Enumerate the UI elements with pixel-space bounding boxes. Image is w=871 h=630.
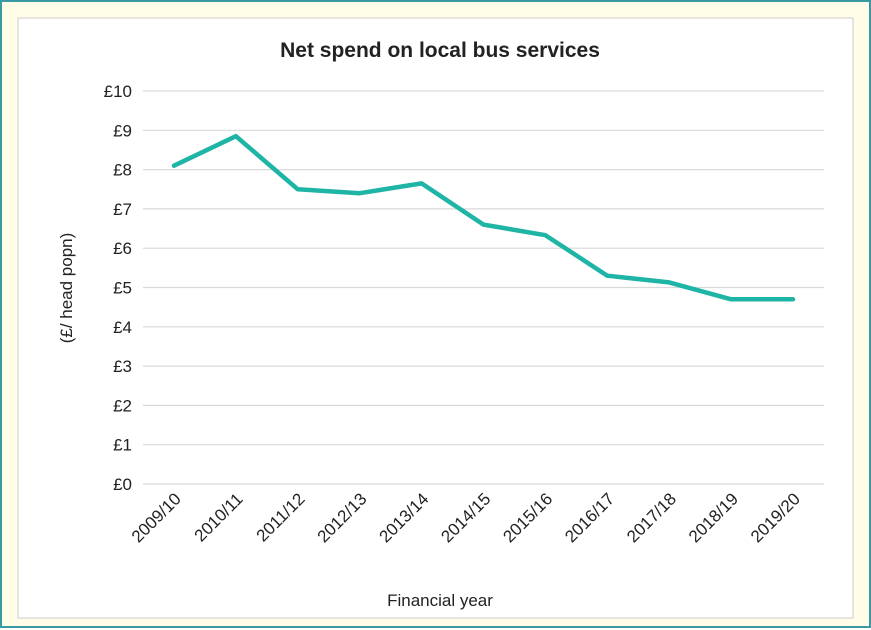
- chart-title: Net spend on local bus services: [280, 39, 600, 62]
- y-tick-label: £10: [104, 82, 132, 101]
- data-point: [357, 191, 362, 196]
- y-tick-label: £7: [113, 200, 132, 219]
- y-axis-label: (£/ head popn): [57, 233, 76, 344]
- plot-panel: [17, 17, 854, 619]
- y-axis-ticks: £0 £1 £2 £3 £4 £5 £6 £7 £8 £9 £10: [104, 82, 132, 494]
- y-tick-label: £1: [113, 436, 132, 455]
- data-point: [419, 181, 424, 186]
- data-point: [605, 273, 610, 278]
- data-point: [729, 297, 734, 302]
- y-tick-label: £8: [113, 161, 132, 180]
- x-axis-label: Financial year: [387, 591, 493, 610]
- data-point: [791, 297, 796, 302]
- y-tick-label: £5: [113, 279, 132, 298]
- y-tick-label: £0: [113, 475, 132, 494]
- y-tick-label: £6: [113, 239, 132, 258]
- data-point: [295, 187, 300, 192]
- y-tick-label: £4: [113, 318, 132, 337]
- y-tick-label: £3: [113, 357, 132, 376]
- data-point: [171, 163, 176, 168]
- data-point: [543, 233, 548, 238]
- y-tick-label: £2: [113, 396, 132, 415]
- data-point: [667, 280, 672, 285]
- y-tick-label: £9: [113, 121, 132, 140]
- series-layer: [171, 133, 796, 302]
- grid-layer: [143, 90, 824, 485]
- data-point: [233, 134, 238, 139]
- data-point: [481, 222, 486, 227]
